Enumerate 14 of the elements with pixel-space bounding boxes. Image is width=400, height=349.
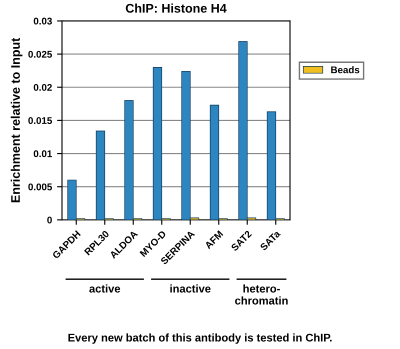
text: hetero- chromatin [235, 284, 288, 305]
y-tick-label: 0.005 [28, 183, 52, 190]
chart-title: ChIP: Histone H4 [126, 4, 227, 13]
y-tick-label: 0.025 [28, 50, 52, 58]
text: active [89, 284, 120, 293]
legend-label: Beads [331, 66, 360, 74]
y-tick-label: 0 [47, 216, 52, 224]
y-axis-title: Enrichment relative to Input [10, 38, 22, 202]
y-tick-label: 0.02 [34, 84, 52, 91]
y-tick-label: 0.015 [28, 117, 52, 124]
text: Every new batch of this antibody is tested in ChIP. [68, 333, 332, 344]
y-tick-label: 0.03 [34, 18, 52, 25]
text: inactive [170, 284, 211, 293]
y-tick-label: 0.01 [34, 150, 52, 158]
